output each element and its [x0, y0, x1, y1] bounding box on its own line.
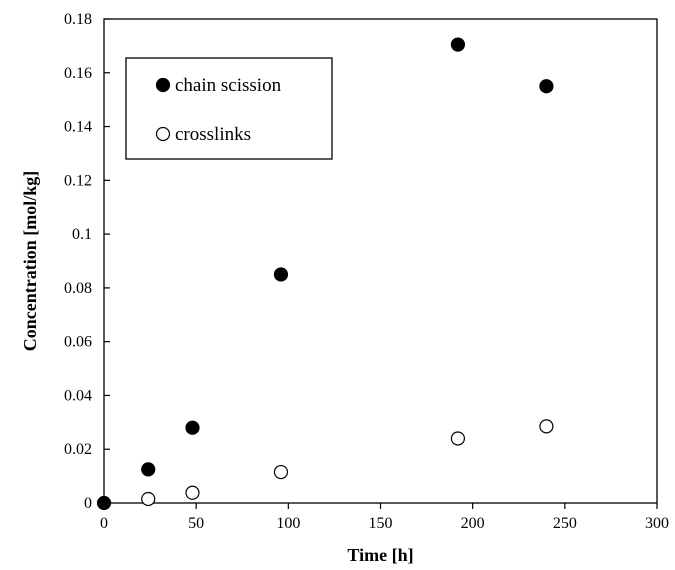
y-axis-title: Concentration [mol/kg] — [20, 171, 40, 351]
x-tick-label: 200 — [461, 515, 485, 532]
x-tick-label: 0 — [100, 515, 108, 532]
chain-scission-point — [98, 497, 111, 510]
crosslinks-point — [451, 432, 464, 445]
y-tick-label: 0.06 — [64, 334, 92, 351]
y-tick-label: 0.02 — [64, 441, 92, 458]
legend-marker-crosslinks — [157, 128, 170, 141]
crosslinks-point — [142, 492, 155, 505]
x-axis-title: Time [h] — [347, 545, 413, 565]
y-tick-label: 0.16 — [64, 65, 92, 82]
x-tick-label: 50 — [188, 515, 204, 532]
y-axis-ticks: 0 0.02 0.04 0.06 0.08 0.1 0.12 0.14 0.16 0.18 — [64, 11, 110, 512]
x-tick-label: 250 — [553, 515, 577, 532]
x-tick-label: 100 — [276, 515, 300, 532]
y-tick-label: 0 — [84, 495, 92, 512]
legend-marker-chain-scission — [157, 79, 170, 92]
y-tick-label: 0.18 — [64, 11, 92, 28]
chain-scission-point — [142, 463, 155, 476]
x-tick-label: 150 — [369, 515, 393, 532]
y-tick-label: 0.12 — [64, 172, 92, 189]
crosslinks-point — [274, 466, 287, 479]
x-tick-label: 300 — [645, 515, 669, 532]
chain-scission-point — [186, 421, 199, 434]
legend-label-crosslinks: crosslinks — [175, 124, 251, 145]
legend-label-chain-scission: chain scission — [175, 75, 282, 96]
chain-scission-point — [540, 80, 553, 93]
y-tick-label: 0.1 — [72, 226, 92, 243]
y-tick-label: 0.04 — [64, 387, 92, 404]
x-axis-ticks: 0 50 100 150 200 250 300 — [100, 503, 669, 532]
crosslinks-point — [540, 420, 553, 433]
chain-scission-point — [274, 268, 287, 281]
crosslinks-point — [186, 486, 199, 499]
y-tick-label: 0.08 — [64, 280, 92, 297]
chain-scission-point — [451, 38, 464, 51]
y-tick-label: 0.14 — [64, 119, 92, 136]
legend: chain scission crosslinks — [126, 58, 332, 159]
